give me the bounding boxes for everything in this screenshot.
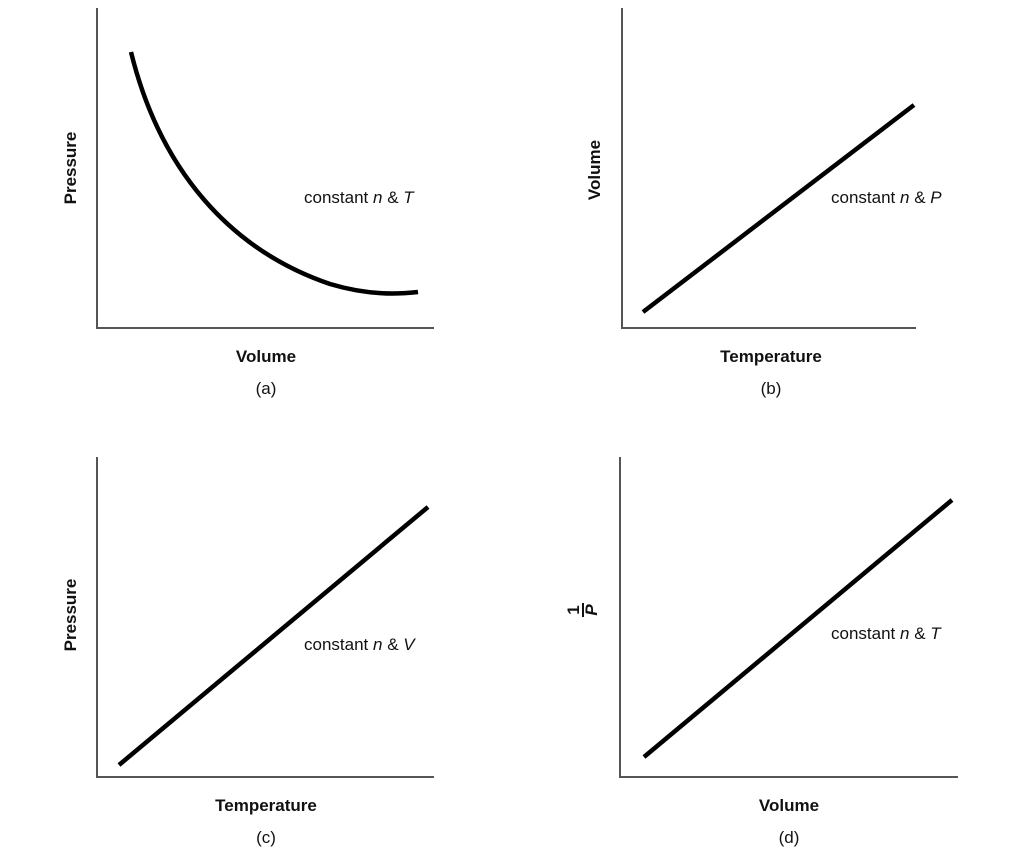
y-label-a: Pressure [61,132,80,205]
line-c [117,505,430,767]
line-b [641,103,916,314]
y-label-d-numerator: 1 [564,605,583,614]
panel-a: constant n & T Volume Pressure (a) [61,8,434,398]
panel-label-d: (d) [779,828,800,847]
x-label-b: Temperature [720,347,822,366]
panel-c: constant n & V Temperature Pressure (c) [61,457,434,847]
y-label-c: Pressure [61,579,80,652]
annotation-a: constant n & T [304,188,415,207]
x-label-d: Volume [759,796,819,815]
panel-b: constant n & P Temperature Volume (b) [585,8,942,398]
annotation-d: constant n & T [831,624,942,643]
y-label-d-denominator: P [582,604,601,616]
x-label-c: Temperature [215,796,317,815]
axes-d [619,457,958,778]
axes-a [96,8,434,329]
panel-label-c: (c) [256,828,276,847]
axes-b [621,8,916,329]
panel-d: constant n & T Volume 1 P (d) [564,457,958,847]
annotation-b: constant n & P [831,188,942,207]
y-label-b: Volume [585,140,604,200]
annotation-c: constant n & V [304,635,416,654]
y-label-d: 1 P [564,603,601,617]
line-d [642,498,954,759]
axes-c [96,457,434,778]
panel-label-b: (b) [761,379,782,398]
panel-label-a: (a) [256,379,277,398]
curve-a [128,51,419,296]
x-label-a: Volume [236,347,296,366]
